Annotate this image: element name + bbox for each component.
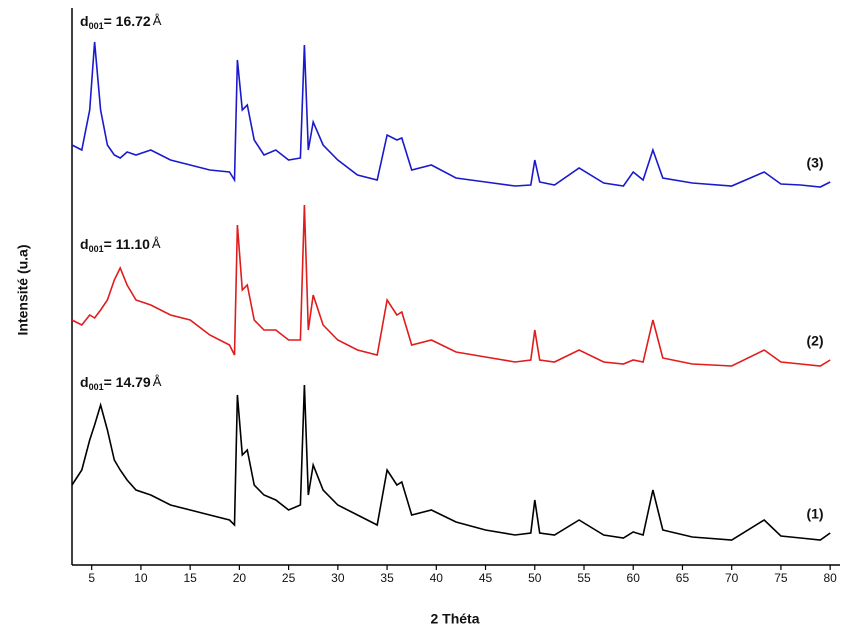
x-tick-label: 40 xyxy=(430,571,444,585)
x-tick-label: 50 xyxy=(528,571,542,585)
annotation-symbol: d xyxy=(80,374,89,390)
annotation-unit: Å xyxy=(153,13,162,28)
x-tick-label: 45 xyxy=(479,571,493,585)
annotation-unit: Å xyxy=(153,374,162,389)
x-tick-label: 15 xyxy=(183,571,197,585)
annotation-symbol: d xyxy=(80,13,89,29)
x-tick-label: 75 xyxy=(774,571,788,585)
x-tick-label: 60 xyxy=(627,571,641,585)
y-axis-label: Intensité (u.a) xyxy=(15,244,31,335)
x-tick-label: 80 xyxy=(823,571,837,585)
annotation-value: = 14.79 xyxy=(104,374,151,390)
annotation: d001= 11.10 Å xyxy=(80,236,161,255)
annotation-unit: Å xyxy=(152,236,161,251)
annotation: d001= 16.72 Å xyxy=(80,13,162,32)
annotation-subscript: 001 xyxy=(89,21,104,31)
data-line xyxy=(71,41,831,188)
data-line xyxy=(71,384,831,541)
x-tick-label: 5 xyxy=(88,571,95,585)
annotation-subscript: 001 xyxy=(89,244,104,254)
x-tick-label: 10 xyxy=(134,571,148,585)
x-axis-label: 2 Théta xyxy=(430,611,479,627)
annotation: d001= 14.79 Å xyxy=(80,374,162,393)
x-tick-label: 55 xyxy=(577,571,591,585)
x-tick-label: 30 xyxy=(331,571,345,585)
x-tick-label: 70 xyxy=(725,571,739,585)
series-label: (3) xyxy=(806,155,823,171)
series-label: (2) xyxy=(806,333,823,349)
annotation-value: = 11.10 xyxy=(104,236,151,252)
x-tick-label: 35 xyxy=(380,571,394,585)
x-tick-label: 20 xyxy=(233,571,247,585)
series-label: (1) xyxy=(806,506,823,522)
annotation-symbol: d xyxy=(80,236,89,252)
x-tick-label: 25 xyxy=(282,571,296,585)
annotation-subscript: 001 xyxy=(89,382,104,392)
x-tick-label: 65 xyxy=(676,571,690,585)
annotation-value: = 16.72 xyxy=(104,13,151,29)
data-line xyxy=(71,204,831,367)
